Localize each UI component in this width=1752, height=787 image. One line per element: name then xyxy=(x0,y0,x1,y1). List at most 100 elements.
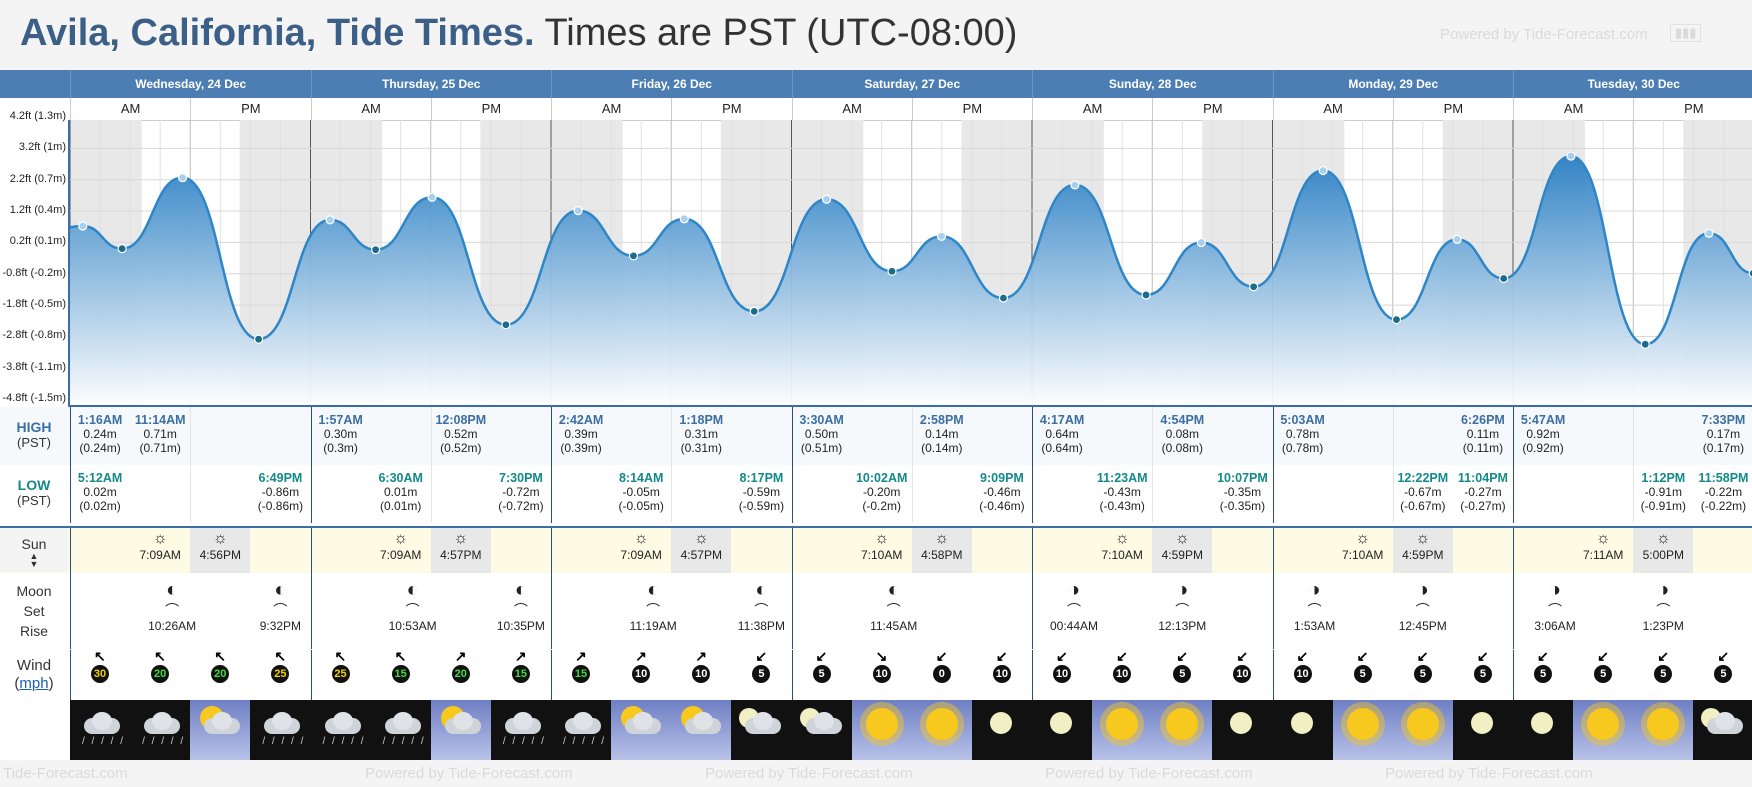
low-tide-cell: 10:07PM -0.35m (-0.35m) xyxy=(1217,471,1268,513)
wind-speed-badge: 5 xyxy=(1413,665,1432,683)
weather-rain-night-icon: / / / / / xyxy=(551,700,613,760)
wind-speed-badge: 15 xyxy=(511,665,530,683)
wind-direction-icon: ↙ xyxy=(1176,648,1188,664)
wind-speed-badge: 5 xyxy=(1594,665,1613,683)
pm-label: PM xyxy=(190,98,310,120)
high-tide-cell: 6:26PM 0.11m (0.11m) xyxy=(1461,413,1505,455)
wind-direction-icon: ↗ xyxy=(514,648,527,664)
moon-cell: ◑ ⌒ 1:23PM xyxy=(1633,579,1693,633)
am-label: AM xyxy=(70,98,190,120)
pm-label: PM xyxy=(430,98,551,120)
wind-cell: ↙ 5 xyxy=(1152,648,1212,690)
tide-point xyxy=(177,173,188,183)
wind-speed-badge: 30 xyxy=(91,665,109,683)
column-divider xyxy=(791,573,793,649)
column-divider xyxy=(1032,465,1033,523)
sun-label[interactable]: Sun ▲ ▼ xyxy=(0,528,68,572)
tide-point xyxy=(749,306,759,316)
wind-cell: ↙ 10 xyxy=(1273,648,1333,690)
moon-cell: ◐ ⌒ 11:38PM xyxy=(731,579,791,633)
low-tide-row: LOW (PST) 5:12AM 0.02m (0.02m) 6:49PM -0.86m… xyxy=(0,465,1752,523)
sunrise-cell: ☼ 7:10AM xyxy=(852,530,912,562)
sunset-cell: ☼ 4:57PM xyxy=(671,528,732,575)
column-divider xyxy=(1513,573,1514,649)
sunrise-cell: ☼ 7:09AM xyxy=(611,530,671,562)
wind-label: Wind (mph) xyxy=(14,657,54,692)
wind-speed-badge: 10 xyxy=(1233,665,1252,683)
tide-point xyxy=(1318,165,1328,176)
y-axis-label: -1.8ft (-0.5m) xyxy=(2,298,66,311)
wind-direction-icon: ↙ xyxy=(1416,648,1429,664)
moon-horizon-icon: ⌒ xyxy=(273,602,288,618)
title-bar: Avila, California, Tide Times. Times are… xyxy=(0,0,1752,70)
moon-phase-icon: ◐ xyxy=(755,579,768,601)
am-label: AM xyxy=(791,98,912,120)
weather-sun-icon xyxy=(1633,700,1695,760)
day-header: Thursday, 25 Dec xyxy=(310,70,552,98)
tide-point xyxy=(936,231,947,241)
wind-cell: ↖ 30 xyxy=(70,648,130,690)
column-divider xyxy=(551,465,552,523)
sunrise-cell: ☼ 7:09AM xyxy=(371,530,431,562)
column-divider xyxy=(1032,650,1033,700)
column-divider xyxy=(551,573,552,649)
tide-point xyxy=(1249,282,1259,292)
tide-point xyxy=(427,192,437,202)
wind-speed-badge: 5 xyxy=(1714,665,1733,683)
moon-cell: ◐ ⌒ 10:26AM xyxy=(142,579,202,633)
column-divider xyxy=(1272,407,1274,465)
moon-phase-icon: ◑ xyxy=(1308,579,1321,601)
moon-horizon-icon: ⌒ xyxy=(165,602,180,618)
weather-sun-icon xyxy=(1332,700,1394,760)
weather-cloud-night-icon xyxy=(791,700,853,760)
column-divider xyxy=(1513,407,1514,465)
high-label: HIGH (PST) xyxy=(16,419,52,450)
moon-horizon-icon: ⌒ xyxy=(513,602,528,618)
moon-cell: ◐ ⌒ 10:53AM xyxy=(383,579,443,633)
tide-point xyxy=(679,214,689,224)
column-divider xyxy=(1513,528,1514,575)
wind-cell: ↙ 0 xyxy=(912,648,972,690)
wind-cell: ↙ 10 xyxy=(1032,648,1092,690)
am-label: AM xyxy=(551,98,671,120)
weather-sun-icon xyxy=(851,700,913,760)
wind-cell: ↗ 15 xyxy=(491,648,551,690)
high-tide-cell: 3:30AM 0.50m (0.51m) xyxy=(799,413,844,455)
y-axis-label: 1.2ft (0.4m) xyxy=(9,204,66,217)
moon-phase-icon: ◐ xyxy=(887,579,900,601)
wind-direction-icon: ↖ xyxy=(394,648,407,664)
y-axis: 4.2ft (1.3m) 3.2ft (1m) 2.2ft (0.7m) 1.2ft … xyxy=(0,110,70,407)
pm-label: PM xyxy=(1633,98,1752,120)
wind-speed-badge: 25 xyxy=(331,665,350,683)
low-tide-cell: 10:02AM -0.20m (-0.2m) xyxy=(855,471,908,513)
sunrise-icon: ☼ xyxy=(633,530,649,547)
pm-label: PM xyxy=(671,98,791,120)
wind-cell: ↖ 20 xyxy=(130,648,190,690)
y-axis-label: 3.2ft (1m) xyxy=(18,141,66,154)
column-divider xyxy=(1032,528,1033,575)
day-header: Friday, 26 Dec xyxy=(551,70,792,98)
watermark-logo: ▮▮▮ xyxy=(1670,24,1702,42)
wind-speed-badge: 25 xyxy=(271,665,290,683)
tide-point xyxy=(573,205,583,216)
column-divider xyxy=(310,528,312,575)
wind-direction-icon: ↖ xyxy=(274,648,287,664)
wind-cell: ↗ 15 xyxy=(551,648,611,690)
column-divider xyxy=(190,407,192,465)
high-tide-cell: 5:03AM 0.78m (0.78m) xyxy=(1280,413,1325,455)
tide-point xyxy=(1391,315,1402,325)
ampm-row: AM PM AM PM AM PM AM PM AM PM AM PM AM PM xyxy=(0,98,1752,121)
wind-speed-badge: 10 xyxy=(1053,665,1071,683)
wind-speed-badge: 5 xyxy=(812,665,831,683)
column-divider xyxy=(791,407,793,465)
column-divider xyxy=(1032,407,1033,465)
day-header-row: Wednesday, 24 Dec Thursday, 25 Dec Friday,… xyxy=(0,70,1752,98)
wind-direction-icon: ↙ xyxy=(1537,648,1549,664)
wind-cell: ↙ 5 xyxy=(1633,648,1693,690)
sunset-cell: ☼ 4:58PM xyxy=(911,528,972,575)
wind-cell: ↙ 5 xyxy=(1453,648,1513,690)
high-tide-cell: 5:47AM 0.92m (0.92m) xyxy=(1520,413,1566,455)
mph-link[interactable]: mph xyxy=(19,675,49,692)
high-tide-cell: 7:33PM 0.17m (0.17m) xyxy=(1701,413,1746,455)
column-divider xyxy=(1272,650,1274,700)
